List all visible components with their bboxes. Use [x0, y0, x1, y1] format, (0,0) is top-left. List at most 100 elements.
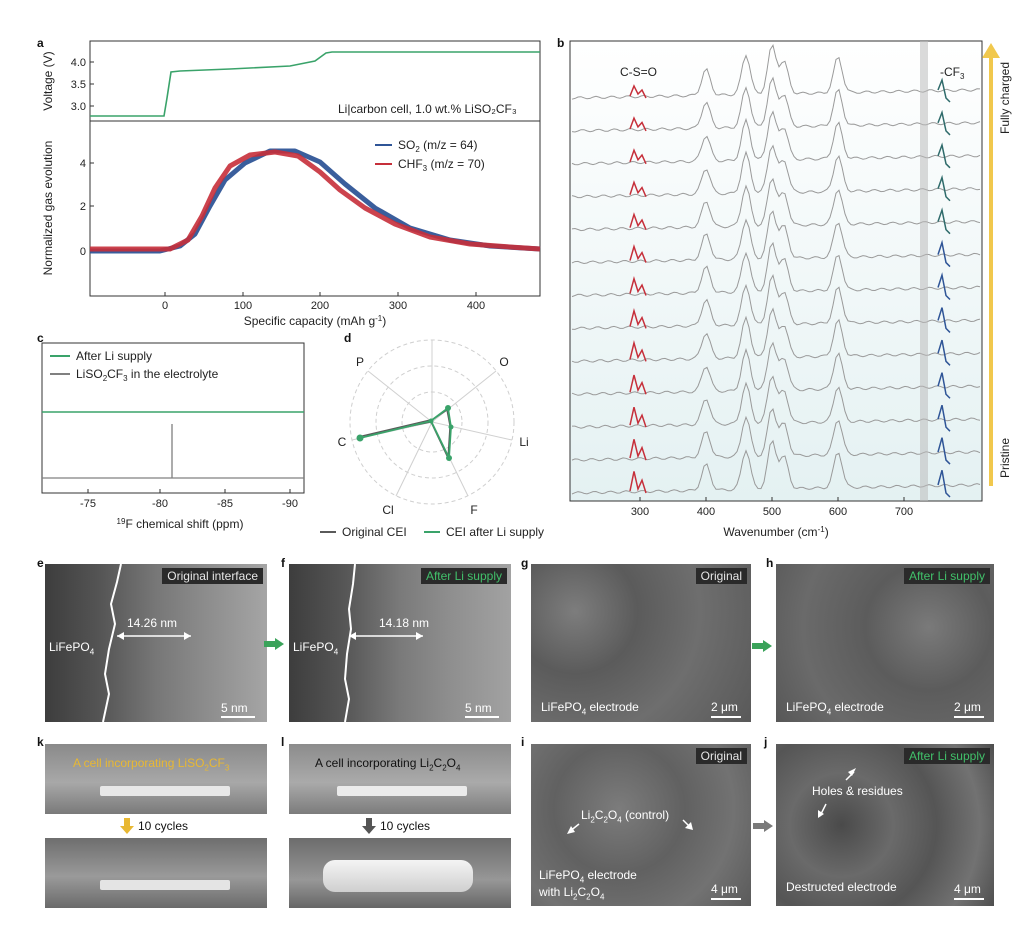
panel-label-l: l: [281, 735, 285, 749]
cso-highlight: [629, 116, 647, 132]
legend-so2: SO: [398, 138, 415, 152]
svg-text:Specific capacity (mAh g-1): Specific capacity (mAh g-1): [244, 314, 387, 328]
panel-l-cycles: 10 cycles: [380, 819, 431, 833]
spectrum-trace: [571, 307, 981, 363]
c-tick-80: -80: [152, 498, 168, 510]
panel-j-tag: After Li supply: [903, 748, 990, 764]
panel-k-photo-before: A cell incorporating LiSO2CF3: [45, 744, 267, 814]
gas-tick-4: 4: [80, 158, 86, 170]
x-tick-300: 300: [389, 300, 407, 312]
panel-h-scale: 2 μm: [954, 700, 981, 714]
radar-axis-p: P: [356, 355, 364, 369]
panel-f-scale: 5 nm: [465, 701, 492, 715]
annot-cf3: -CF: [940, 65, 960, 79]
cf3-highlight: [937, 437, 951, 465]
panel-i-sem: Original Li2C2O4 (control) LiFePO4 elect…: [531, 744, 751, 906]
b-tick-600: 600: [829, 506, 847, 518]
annot-cso: C-S=O: [620, 65, 657, 79]
panel-i-annot: Li: [581, 808, 591, 822]
cf3-highlight: [937, 142, 951, 169]
cso-highlight: [629, 244, 647, 263]
panel-l-caption: A cell incorporating Li: [315, 756, 430, 770]
panel-c-chart: After Li supply LiSO2CF3 in the electrol…: [41, 342, 305, 531]
spectrum-trace: [571, 44, 981, 100]
panel-b-xlabel: Wavenumber (cm: [723, 525, 817, 539]
c-tick-75: -75: [80, 498, 96, 510]
svg-text:LiSO2CF3 in the electrolyte: LiSO2CF3 in the electrolyte: [76, 367, 219, 383]
cso-highlight: [629, 307, 647, 329]
panel-h-sem: After Li supply LiFePO4 electrode 2 μm: [776, 564, 994, 722]
svg-text:19F chemical shift (ppm): 19F chemical shift (ppm): [117, 517, 244, 531]
cso-highlight: [629, 406, 647, 428]
side-fully-charged: Fully charged: [998, 62, 1012, 134]
voltage-ylabel: Voltage (V): [41, 51, 55, 110]
cf3-highlight: [937, 239, 951, 268]
cf3-highlight: [937, 404, 951, 432]
spectrum-trace: [571, 341, 981, 396]
cso-highlight: [629, 180, 647, 198]
spectrum-trace: [571, 439, 981, 495]
panel-label-h: h: [766, 556, 774, 570]
panel-c-xlabel: F chemical shift (ppm): [125, 517, 243, 531]
panel-label-i: i: [521, 735, 525, 749]
spectrum-trace: [571, 76, 981, 133]
b-tick-500: 500: [763, 506, 781, 518]
cf3-highlight: [937, 470, 951, 498]
spectrum-trace: [571, 210, 981, 265]
panel-label-e: e: [37, 556, 44, 570]
legend-lisocf: LiSO: [76, 367, 103, 381]
panel-j-annot: Holes & residues: [812, 784, 903, 798]
cf3-highlight: [937, 307, 951, 333]
panel-e-material: LiFePO: [49, 640, 90, 654]
cso-highlight: [629, 148, 647, 165]
panel-g-tag: Original: [695, 568, 747, 584]
spectrum-trace: [571, 274, 981, 330]
panel-f-distance: 14.18 nm: [379, 616, 430, 630]
arrow-e-to-f: [264, 638, 284, 650]
charge-direction-arrow: [982, 43, 1000, 486]
voltage-tick-4-0: 4.0: [71, 57, 86, 69]
spectrum-trace: [571, 177, 981, 232]
panel-g-caption: LiFePO: [541, 700, 582, 714]
panel-label-j: j: [764, 735, 768, 749]
b-tick-300: 300: [631, 506, 649, 518]
c-tick-85: -85: [217, 498, 233, 510]
svg-text:SO2 (m/z = 64): SO2 (m/z = 64): [398, 138, 477, 154]
radar-axis-f: F: [470, 503, 477, 517]
panel-k-cycles: 10 cycles: [138, 819, 189, 833]
cso-highlight: [629, 212, 647, 230]
svg-text:Wavenumber (cm-1): Wavenumber (cm-1): [723, 525, 828, 539]
cell-label: Li|carbon cell, 1.0 wt.% LiSO₂CF₃: [338, 102, 517, 116]
spectrum-trace: [571, 241, 981, 298]
panel-i-caption-1: LiFePO: [539, 868, 580, 882]
radar-axis-cl: Cl: [382, 503, 393, 517]
panel-b-chart: 300 400 500 600 700 Wavenumber (cm-1) C-…: [569, 40, 1012, 539]
cso-highlight: [629, 471, 647, 494]
cf3-highlight: [937, 77, 951, 103]
cf3-highlight: [937, 174, 951, 202]
x-tick-100: 100: [234, 300, 252, 312]
panel-label-c: c: [37, 331, 44, 345]
x-tick-200: 200: [311, 300, 329, 312]
legend-after-li: After Li supply: [76, 349, 152, 363]
spectrum-trace: [571, 408, 981, 462]
gas-ylabel: Normalized gas evolution: [41, 141, 55, 276]
spectrum-trace: [572, 375, 981, 429]
cf3-highlight: [937, 207, 951, 235]
panel-label-g: g: [521, 556, 529, 570]
panel-e-tag: Original interface: [162, 568, 263, 584]
svg-text:-CF3: -CF3: [940, 65, 965, 81]
panel-l-photo-after: [289, 838, 511, 908]
x-tick-400: 400: [467, 300, 485, 312]
cso-highlight: [629, 374, 647, 395]
voltage-tick-3-5: 3.5: [71, 79, 86, 91]
radar-axis-c: C: [338, 435, 347, 449]
radar-axis-o: O: [499, 355, 508, 369]
panel-e-tem: Original interface LiFePO4 14.26 nm 5 nm: [45, 564, 267, 722]
panel-e-distance: 14.26 nm: [127, 616, 178, 630]
panel-k-caption: A cell incorporating LiSO: [73, 756, 205, 770]
b-tick-700: 700: [895, 506, 913, 518]
legend-cei-after: CEI after Li supply: [446, 525, 544, 539]
panel-label-b: b: [557, 36, 565, 50]
voltage-tick-3-0: 3.0: [71, 101, 86, 113]
